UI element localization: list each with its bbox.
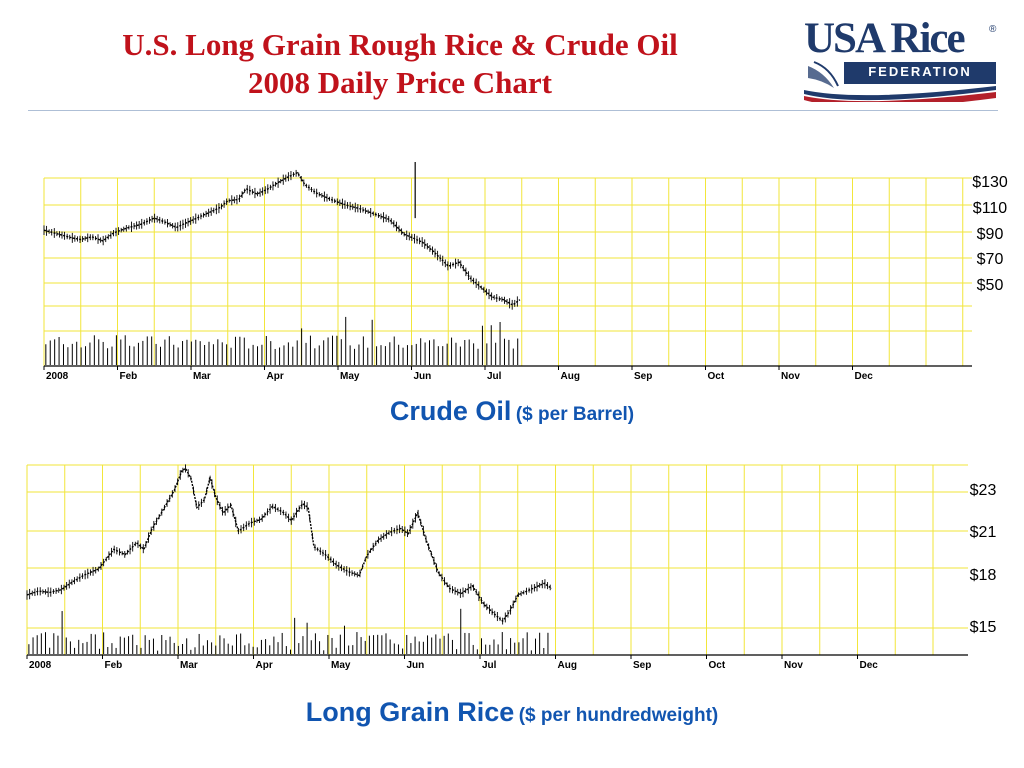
month-label: Mar [180,660,198,671]
logo-band [844,62,996,84]
month-label: 2008 [46,371,69,382]
logo-federation-text: FEDERATION [868,64,972,79]
crude-oil-caption-unit: ($ per Barrel) [515,404,635,425]
month-label: Apr [267,371,284,382]
title-line-2: 2008 Daily Price Chart [248,65,552,100]
crude-oil-caption-main: Crude Oil [389,396,512,426]
month-label: Jul [487,371,502,382]
month-label: Jun [407,660,425,671]
month-label: Jun [414,371,432,382]
y-tick-label: $15 [970,619,997,636]
y-tick-label: $23 [970,482,997,499]
price-line [26,467,553,623]
month-label: Apr [256,660,273,671]
month-label: Oct [709,660,726,671]
y-tick-label: $110 [973,200,1008,217]
month-label: Nov [784,660,803,671]
rice-chart: 2008 Feb Mar Apr May Jun Jul Aug Sep Oct Nov Dec $23… [26,464,997,671]
month-label: Aug [558,660,577,671]
month-label: Mar [193,371,211,382]
month-label: May [340,371,360,382]
month-label: Dec [860,660,879,671]
rice-caption: Long Grain Rice ($ per hundredweight) [0,697,1024,728]
y-tick-label: $90 [977,226,1004,243]
logo-swoosh-icon [804,61,996,102]
title-line-1: U.S. Long Grain Rough Rice & Crude Oil [122,27,678,62]
month-label: Oct [708,371,725,382]
chart-title: U.S. Long Grain Rough Rice & Crude Oil 2… [30,26,770,102]
crude-oil-caption: Crude Oil ($ per Barrel) [0,396,1024,427]
y-tick-label: $21 [970,524,997,541]
crude-oil-chart: 2008 Feb Mar Apr May Jun Jul Aug Sep Oct Nov Dec $13… [43,162,1008,382]
y-tick-label: $130 [972,174,1008,191]
month-label: Feb [105,660,123,671]
month-label: Aug [561,371,580,382]
rice-caption-unit: ($ per hundredweight) [518,705,719,726]
logo-registered-mark: ® [989,24,997,35]
month-label: May [331,660,351,671]
rice-caption-main: Long Grain Rice [305,697,515,727]
logo-wordmark: USA Rice [804,15,966,62]
month-label: Jul [482,660,497,671]
price-line [43,171,521,306]
y-tick-label: $70 [977,251,1004,268]
month-label: 2008 [29,660,52,671]
usa-rice-logo: USA Rice ® FEDERATION [800,15,1000,102]
month-label: Nov [781,371,800,382]
title-divider [28,110,998,111]
y-tick-label: $50 [977,277,1004,294]
month-label: Dec [855,371,874,382]
y-tick-label: $18 [970,567,997,584]
month-label: Sep [633,660,651,671]
month-label: Feb [120,371,138,382]
month-label: Sep [634,371,652,382]
